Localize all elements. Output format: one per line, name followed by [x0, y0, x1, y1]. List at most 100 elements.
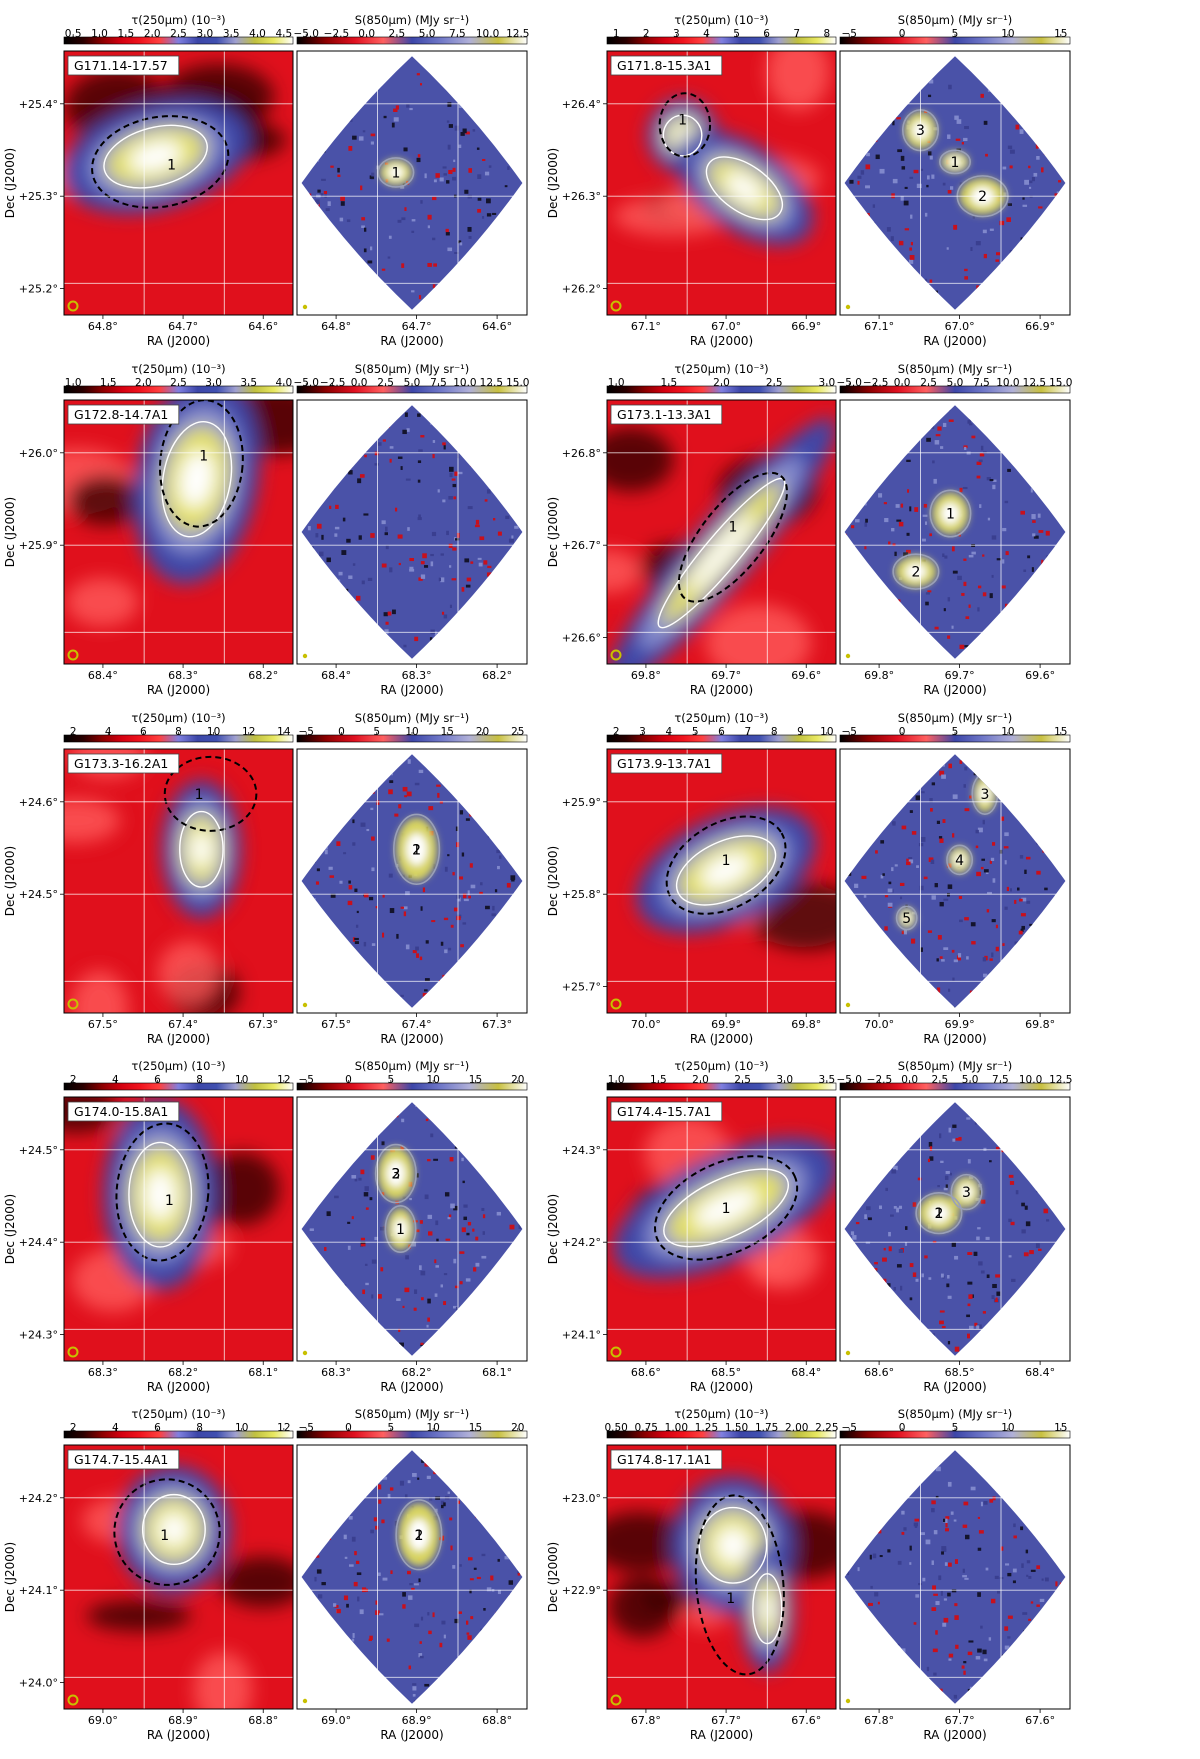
s850-colorbar-tick-label: −5	[841, 726, 856, 738]
dec-axis-label: Dec (J2000)	[546, 148, 560, 218]
panel-G172.8-14.7A1: τ(250μm) (10⁻³) 1.0 1.5 2.0 2.5 3.0 3.5 4.0 S(85…	[3, 362, 529, 697]
s850-colorbar-label: S(850μm) (MJy sr⁻¹)	[355, 1059, 470, 1073]
beam-marker	[302, 1002, 308, 1008]
ra-axis-label: RA (J2000)	[690, 1032, 753, 1046]
tau-colorbar-tick-label: 3.0	[818, 377, 835, 389]
s850-colorbar-tick-label: 20	[476, 726, 489, 738]
tau-colorbar-tick-label: 1.5	[117, 28, 134, 40]
dec-tick-label: +25.9°	[562, 796, 601, 809]
beam-marker	[845, 304, 851, 310]
dec-axis-label: Dec (J2000)	[546, 1194, 560, 1264]
ra-tick-label: 68.1°	[482, 1366, 512, 1379]
ra-tick-label: 70.0°	[631, 1018, 661, 1031]
s850-colorbar-label: S(850μm) (MJy sr⁻¹)	[355, 362, 470, 376]
tau-colorbar-label: τ(250μm) (10⁻³)	[674, 362, 768, 376]
ra-tick-label: 68.4°	[791, 1366, 821, 1379]
tau-colorbar-tick-label: 3	[639, 726, 646, 738]
tau-colorbar-tick-label: 1.0	[608, 377, 625, 389]
tau-colorbar	[63, 1082, 294, 1091]
s850-colorbar-tick-label: 7.5	[973, 377, 990, 389]
ra-tick-label: 68.3°	[321, 1366, 351, 1379]
panel-G174.8-17.1A1: τ(250μm) (10⁻³) 0.50 0.75 1.00 1.25 1.50 1.75 2…	[546, 1407, 1071, 1742]
tau-colorbar	[606, 36, 837, 45]
field-name: G172.8-14.7A1	[74, 407, 168, 422]
dec-tick-label: +24.5°	[19, 888, 58, 901]
s850-colorbar-tick-label: −5	[298, 1422, 313, 1434]
tau-colorbar-tick-label: 6	[154, 1422, 161, 1434]
core-label: 3	[916, 123, 925, 139]
s850-colorbar-tick-label: 10.0	[453, 377, 476, 389]
tau-colorbar-tick-label: 8	[196, 1422, 203, 1434]
beam-marker	[610, 300, 622, 312]
tau-colorbar-label: τ(250μm) (10⁻³)	[131, 1407, 225, 1421]
tau-colorbar-label: τ(250μm) (10⁻³)	[131, 362, 225, 376]
clump-ellipse	[91, 115, 230, 209]
s850-colorbar-label: S(850μm) (MJy sr⁻¹)	[898, 13, 1013, 27]
tau-colorbar-label: τ(250μm) (10⁻³)	[674, 13, 768, 27]
clump-ellipse	[654, 1155, 799, 1261]
tau-colorbar-tick-label: 2	[70, 1074, 77, 1086]
dec-tick-label: +24.6°	[19, 796, 58, 809]
s850-colorbar	[296, 1430, 528, 1439]
dec-tick-label: +24.5°	[19, 1144, 58, 1157]
s850-colorbar-tick-label: −5.0	[293, 28, 319, 40]
ra-tick-label: 67.5°	[88, 1018, 118, 1031]
ra-tick-label: 66.9°	[1025, 320, 1055, 333]
s850-map	[840, 1445, 1070, 1709]
s850-map: 21	[297, 749, 527, 1013]
ra-tick-label: 70.0°	[864, 1018, 894, 1031]
s850-colorbar-tick-label: 10.0	[476, 28, 499, 40]
s850-colorbar-label: S(850μm) (MJy sr⁻¹)	[898, 711, 1013, 725]
panel-G173.3-16.2A1: τ(250μm) (10⁻³)2 4 6 8 10 12 14S(850μm) (MJy s…	[3, 711, 528, 1046]
ra-tick-label: 66.9°	[791, 320, 821, 333]
s850-frame	[839, 1444, 1071, 1710]
s850-frame	[296, 399, 528, 665]
tau-colorbar-tick-label: 2.0	[713, 377, 730, 389]
s850-colorbar-tick-label: 5	[373, 726, 380, 738]
ra-axis-label: RA (J2000)	[690, 1380, 753, 1394]
tau-colorbar-tick-label: 8	[196, 1074, 203, 1086]
tau-colorbar-label: τ(250μm) (10⁻³)	[674, 1059, 768, 1073]
s850-colorbar-label: S(850μm) (MJy sr⁻¹)	[355, 1407, 470, 1421]
core-contour	[892, 553, 940, 590]
tau-colorbar-tick-label: 0.50	[604, 1422, 627, 1434]
field-name-box	[610, 404, 723, 425]
ra-tick-label: 68.2°	[482, 669, 512, 682]
field-name-box	[610, 1449, 723, 1470]
core-contour	[395, 1499, 443, 1571]
core-label: 1	[951, 155, 960, 171]
field-name-box	[610, 753, 723, 774]
beam-marker	[845, 1002, 851, 1008]
field-name: G173.9-13.7A1	[617, 756, 711, 771]
dec-tick-label: +26.6°	[562, 632, 601, 645]
core-contour	[377, 157, 415, 188]
field-name: G173.1-13.3A1	[617, 407, 711, 422]
ra-tick-label: 68.5°	[945, 1366, 975, 1379]
tau-colorbar-label: τ(250μm) (10⁻³)	[131, 13, 225, 27]
tau-colorbar-tick-label: 2.5	[170, 28, 187, 40]
tau-colorbar-tick-label: 2.0	[135, 377, 152, 389]
tau-frame	[63, 50, 294, 316]
ra-tick-label: 64.6°	[248, 320, 278, 333]
field-name-box	[67, 55, 180, 76]
ra-axis-label: RA (J2000)	[923, 1728, 986, 1742]
dec-tick-label: +26.3°	[562, 190, 601, 203]
s850-colorbar-tick-label: 7.5	[430, 377, 447, 389]
s850-colorbar-tick-label: 15	[1054, 28, 1067, 40]
ra-axis-label: RA (J2000)	[147, 683, 210, 697]
field-name-box	[610, 1101, 723, 1122]
tau-colorbar-tick-label: 1.00	[665, 1422, 688, 1434]
clump-label: 1	[728, 520, 737, 536]
beam-marker	[610, 1694, 622, 1706]
clump-ellipse	[163, 755, 258, 832]
tau-colorbar-tick-label: 2.0	[144, 28, 161, 40]
s850-colorbar-tick-label: 5.0	[947, 377, 964, 389]
s850-colorbar-tick-label: 0	[338, 726, 345, 738]
core-label: 1	[396, 1222, 405, 1238]
ra-tick-label: 68.9°	[168, 1714, 198, 1727]
dec-axis-label: Dec (J2000)	[3, 1542, 17, 1612]
s850-colorbar-label: S(850μm) (MJy sr⁻¹)	[355, 13, 470, 27]
core-contour	[915, 1192, 963, 1235]
ra-tick-label: 69.6°	[791, 669, 821, 682]
s850-colorbar-tick-label: 0.0	[894, 377, 911, 389]
